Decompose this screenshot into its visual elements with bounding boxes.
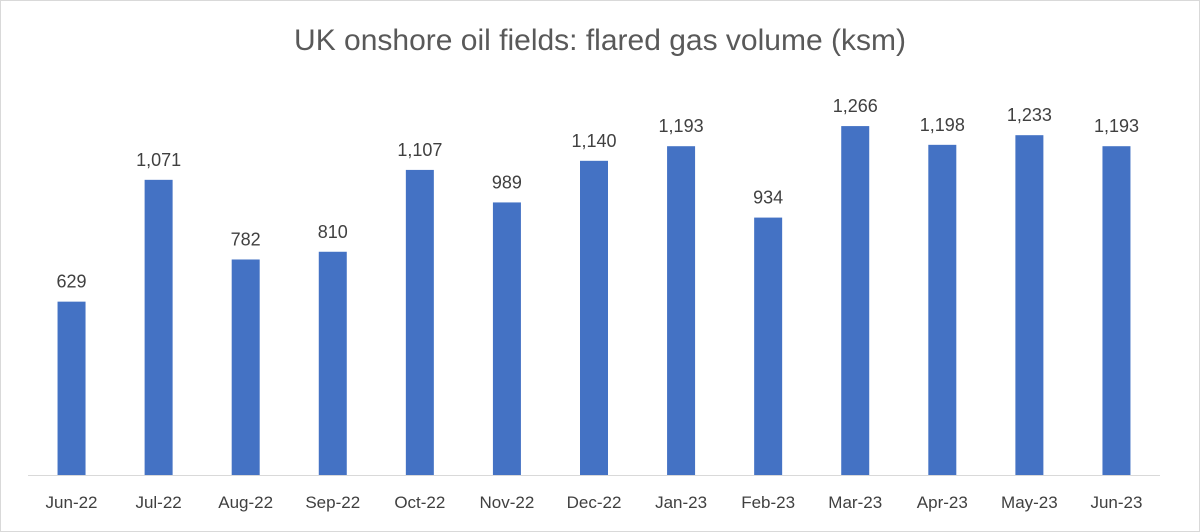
bar bbox=[57, 301, 86, 475]
data-label: 989 bbox=[492, 172, 522, 192]
data-label: 1,071 bbox=[136, 150, 181, 170]
x-tick-label: Jul-22 bbox=[135, 493, 181, 512]
x-tick-label: Oct-22 bbox=[394, 493, 445, 512]
x-tick-label: Sep-22 bbox=[305, 493, 360, 512]
x-tick-label: Aug-22 bbox=[218, 493, 273, 512]
bar bbox=[841, 126, 870, 476]
x-tick-label: Feb-23 bbox=[741, 493, 795, 512]
chart-title: UK onshore oil fields: flared gas volume… bbox=[294, 24, 906, 57]
bar bbox=[1015, 135, 1044, 476]
bar bbox=[318, 251, 347, 475]
data-label: 1,193 bbox=[659, 116, 704, 136]
x-tick-label: Dec-22 bbox=[567, 493, 622, 512]
bar bbox=[1102, 146, 1131, 475]
x-tick-label: May-23 bbox=[1001, 493, 1058, 512]
data-label: 1,140 bbox=[571, 131, 616, 151]
data-label: 1,198 bbox=[920, 115, 965, 135]
data-label: 1,266 bbox=[833, 96, 878, 116]
bar bbox=[405, 169, 434, 475]
data-label: 629 bbox=[57, 272, 87, 292]
bar bbox=[754, 217, 783, 475]
x-tick-label: Apr-23 bbox=[917, 493, 968, 512]
data-label: 782 bbox=[231, 229, 261, 249]
data-label: 1,233 bbox=[1007, 105, 1052, 125]
bar bbox=[580, 160, 608, 476]
bar bbox=[144, 179, 173, 475]
bar bbox=[492, 202, 521, 476]
x-tick-label: Jun-22 bbox=[46, 493, 98, 512]
bar bbox=[231, 259, 260, 475]
x-tick-label: Jun-23 bbox=[1090, 493, 1142, 512]
data-label: 810 bbox=[318, 222, 348, 242]
bar bbox=[928, 144, 957, 475]
data-label: 1,193 bbox=[1094, 116, 1139, 136]
x-tick-label: Mar-23 bbox=[828, 493, 882, 512]
bar bbox=[667, 146, 696, 475]
data-label: 1,107 bbox=[397, 140, 442, 160]
x-tick-label: Jan-23 bbox=[655, 493, 707, 512]
data-label: 934 bbox=[753, 188, 783, 208]
x-tick-label: Nov-22 bbox=[480, 493, 535, 512]
